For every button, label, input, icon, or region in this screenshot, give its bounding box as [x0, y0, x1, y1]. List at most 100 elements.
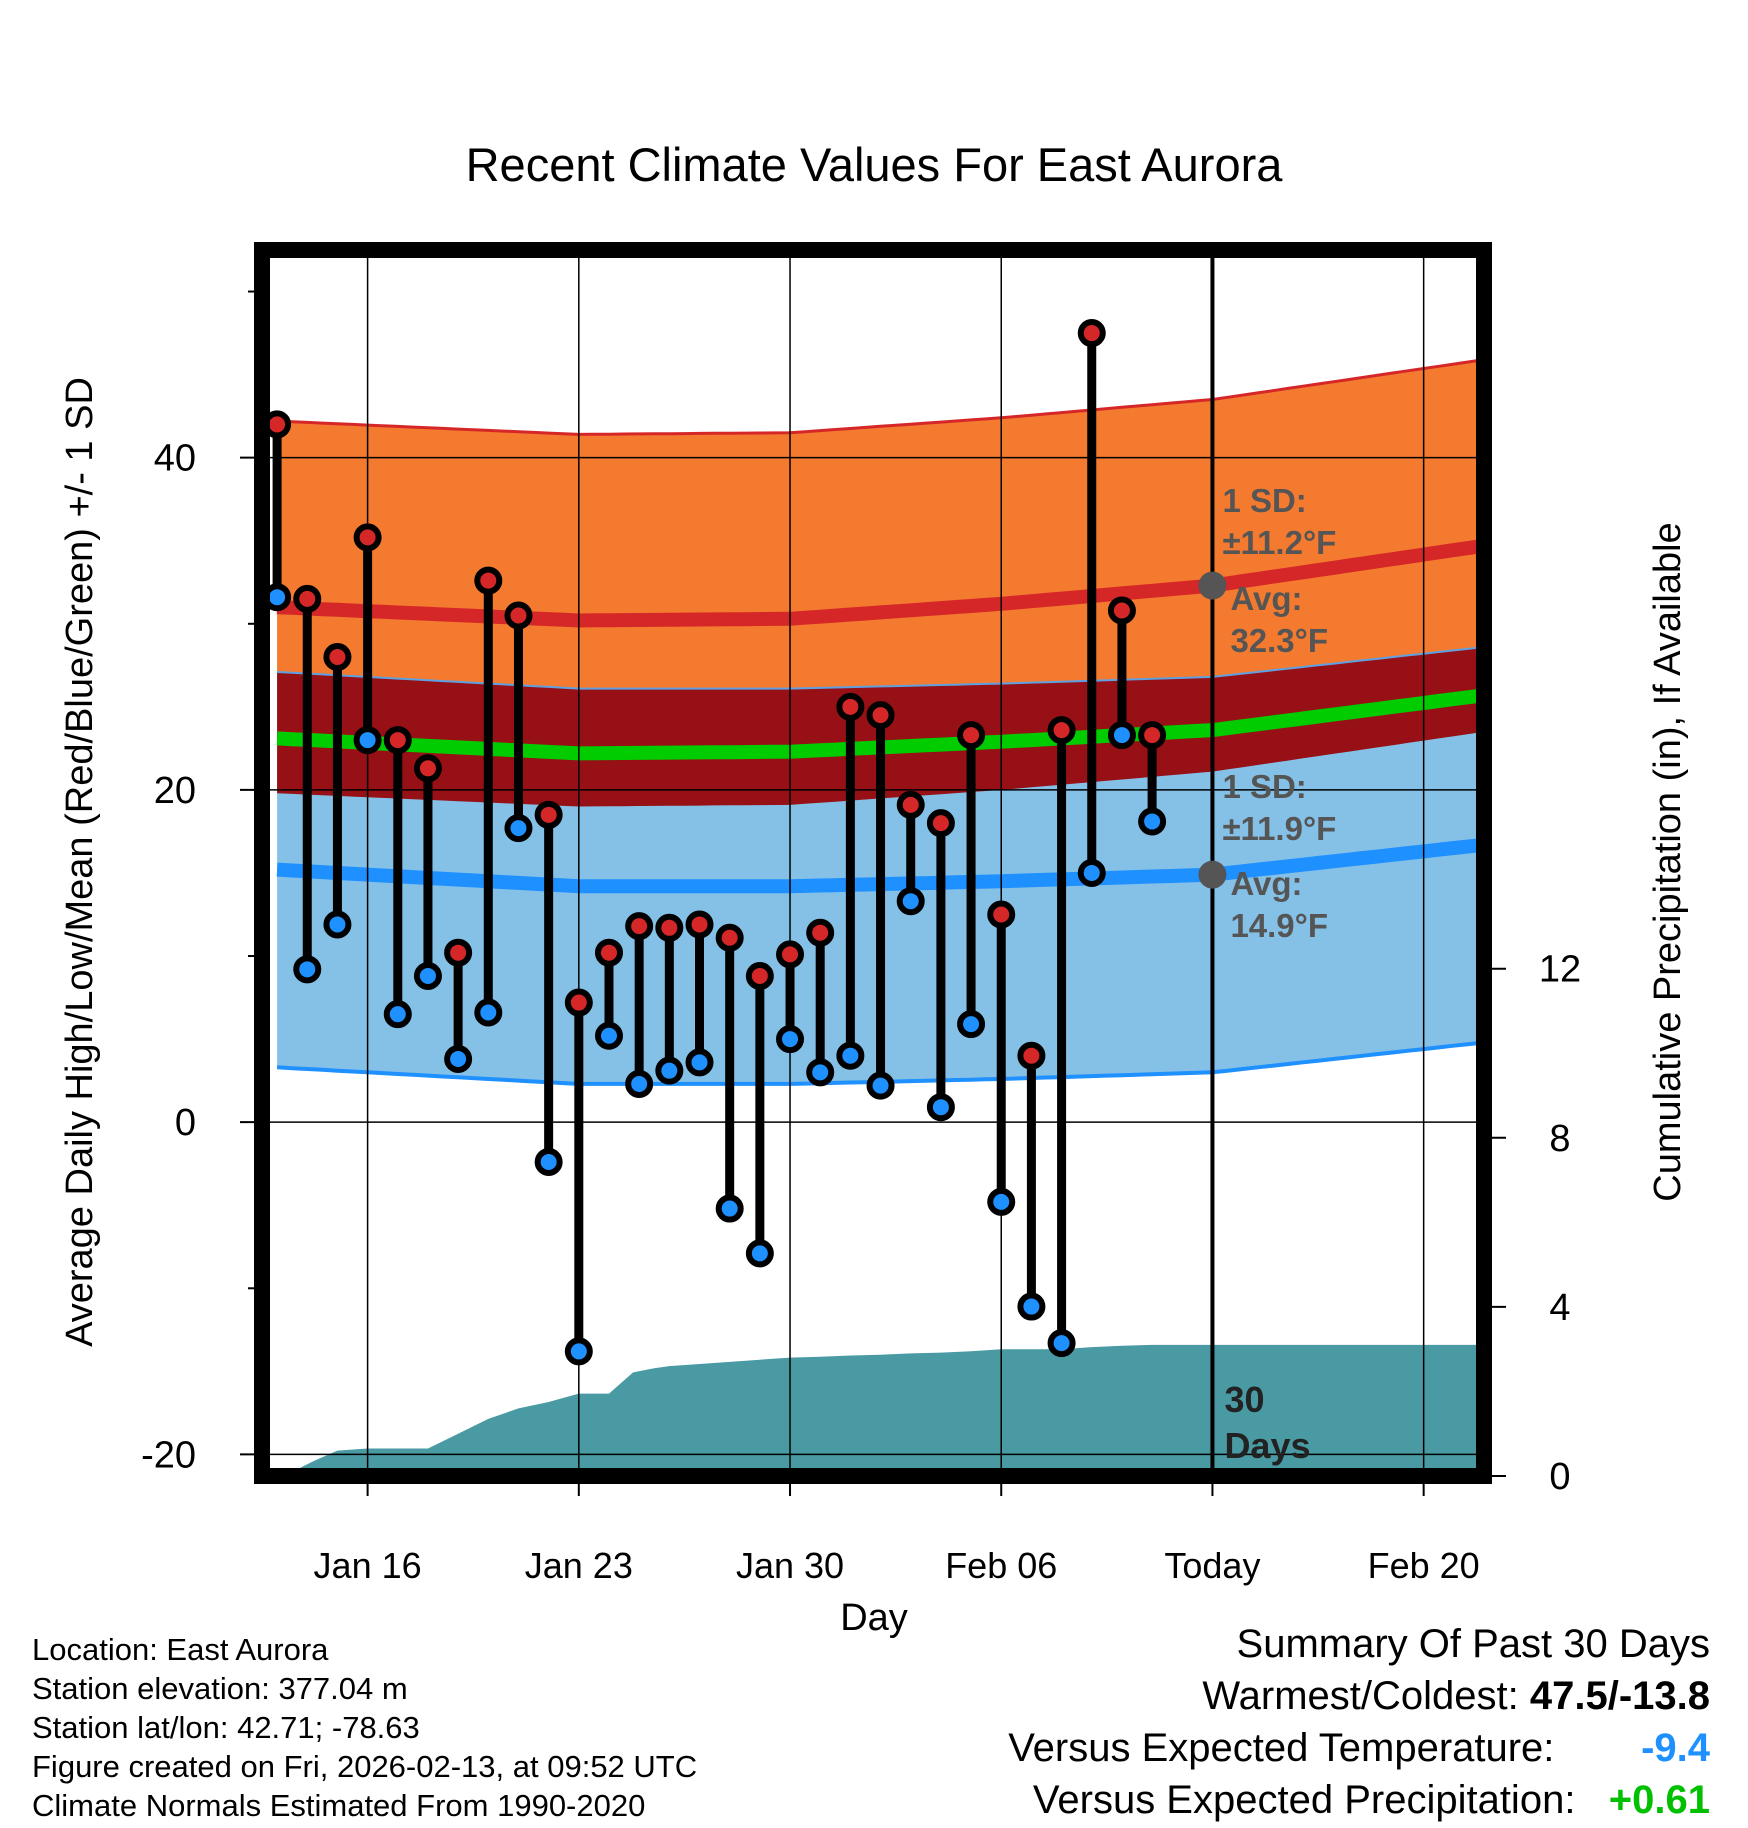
- y2-tick-label: 4: [1549, 1287, 1570, 1329]
- high-point: [1138, 721, 1167, 750]
- high-point: [444, 938, 473, 967]
- high-point: [685, 910, 714, 939]
- low-point: [1077, 858, 1106, 887]
- low-point: [504, 814, 533, 843]
- low-point: [413, 961, 442, 990]
- warm-cold-value: 47.5/-13.8: [1529, 1674, 1710, 1718]
- y-tick-label: 40: [154, 438, 196, 480]
- x-tick-label: Jan 23: [525, 1545, 633, 1586]
- low-point: [776, 1025, 805, 1054]
- station-info: Location: East Aurora Station elevation:…: [32, 1630, 697, 1825]
- high-point: [715, 923, 744, 952]
- low-point: [866, 1071, 895, 1100]
- low-point: [685, 1048, 714, 1077]
- precip-deviation-label: Versus Expected Precipitation:: [1032, 1778, 1576, 1822]
- y2-axis-label: Cumulative Precipitation (in), If Availa…: [1647, 522, 1689, 1201]
- high-point: [806, 918, 835, 947]
- temp-deviation-value: -9.4: [1641, 1726, 1710, 1770]
- summary-title: Summary Of Past 30 Days: [1236, 1622, 1710, 1666]
- low-point: [323, 910, 352, 939]
- high-point: [866, 701, 895, 730]
- axes: Jan 16 Jan 23 Jan 30 Feb 06 Today Feb 20 -20 0 2…: [141, 290, 1581, 1586]
- sd-annotation: ±11.9°F: [1222, 810, 1336, 847]
- low-point: [534, 1148, 563, 1177]
- normal-high-line: [276, 538, 1484, 628]
- low-point: [1107, 721, 1136, 750]
- high-point: [323, 643, 352, 672]
- high-point: [745, 961, 774, 990]
- summary-panel: Summary Of Past 30 Days Warmest/Coldest:…: [1008, 1618, 1710, 1826]
- y2-tick-label: 8: [1549, 1118, 1570, 1160]
- high-point: [413, 754, 442, 783]
- today-days-label: Days: [1224, 1425, 1310, 1466]
- high-point: [1017, 1041, 1046, 1070]
- low-point: [474, 998, 503, 1027]
- plot-frame: [254, 242, 1492, 1484]
- high-point: [504, 601, 533, 630]
- avg-annotation: Avg:: [1230, 580, 1302, 617]
- normals-annotations: 1 SD: ±11.2°F Avg: 32.3°F 1 SD: ±11.9°F Avg: 14…: [1198, 482, 1336, 944]
- high-point: [776, 940, 805, 969]
- low-point: [293, 955, 322, 984]
- high-point: [896, 790, 925, 819]
- y2-tick-label: 0: [1549, 1456, 1570, 1498]
- sd-annotation: ±11.2°F: [1222, 524, 1336, 561]
- low-point: [564, 1337, 593, 1366]
- low-point: [745, 1239, 774, 1268]
- high-point: [957, 721, 986, 750]
- low-point: [444, 1045, 473, 1074]
- low-point: [836, 1041, 865, 1070]
- y-axis-label: Average Daily High/Low/Mean (Red/Blue/Gr…: [59, 377, 101, 1347]
- high-point: [926, 809, 955, 838]
- y-tick-label: -20: [141, 1434, 196, 1476]
- chart-title: Recent Climate Values For East Aurora: [466, 138, 1284, 191]
- high-point: [655, 913, 684, 942]
- low-point: [896, 887, 925, 916]
- low-point: [715, 1194, 744, 1223]
- avg-marker: [1198, 860, 1227, 889]
- high-upper-line: [277, 358, 1484, 436]
- high-point: [836, 692, 865, 721]
- high-point: [987, 900, 1016, 929]
- avg-annotation: 32.3°F: [1230, 622, 1328, 659]
- sd-annotation: 1 SD:: [1222, 768, 1306, 805]
- avg-marker: [1198, 571, 1227, 600]
- high-point: [564, 988, 593, 1017]
- high-point: [353, 523, 382, 552]
- y-tick-label: 0: [175, 1102, 196, 1144]
- low-point: [806, 1058, 835, 1087]
- high-point: [625, 912, 654, 941]
- latlon-text: Station lat/lon: 42.71; -78.63: [32, 1710, 420, 1745]
- high-point: [1077, 319, 1106, 348]
- low-point: [987, 1187, 1016, 1216]
- low-point: [655, 1056, 684, 1085]
- warm-cold-label: Warmest/Coldest:: [1202, 1674, 1519, 1718]
- avg-annotation: 14.9°F: [1230, 907, 1328, 944]
- low-point: [1017, 1292, 1046, 1321]
- low-point: [1138, 807, 1167, 836]
- sd-annotation: 1 SD:: [1222, 482, 1306, 519]
- today-marker: 30 Days: [1210, 250, 1311, 1476]
- x-tick-label: Jan 30: [736, 1545, 844, 1586]
- x-tick-label: Feb 06: [945, 1545, 1057, 1586]
- location-text: Location: East Aurora: [32, 1632, 329, 1667]
- daily-temperature-bars: [263, 319, 1167, 1366]
- low-point: [957, 1010, 986, 1039]
- high-point: [1107, 596, 1136, 625]
- high-point: [474, 566, 503, 595]
- high-point: [534, 800, 563, 829]
- low-point: [625, 1069, 654, 1098]
- low-point: [383, 1000, 412, 1029]
- high-point: [293, 584, 322, 613]
- normals-text: Climate Normals Estimated From 1990-2020: [32, 1788, 646, 1823]
- avg-annotation: Avg:: [1230, 865, 1302, 902]
- x-tick-label: Feb 20: [1368, 1545, 1480, 1586]
- created-text: Figure created on Fri, 2026-02-13, at 09…: [32, 1749, 698, 1784]
- high-point: [1047, 716, 1076, 745]
- high-point: [594, 938, 623, 967]
- low-point: [594, 1021, 623, 1050]
- low-point: [353, 726, 382, 755]
- y-tick-label: 20: [154, 770, 196, 812]
- x-tick-label: Jan 16: [314, 1545, 422, 1586]
- low-point: [926, 1093, 955, 1122]
